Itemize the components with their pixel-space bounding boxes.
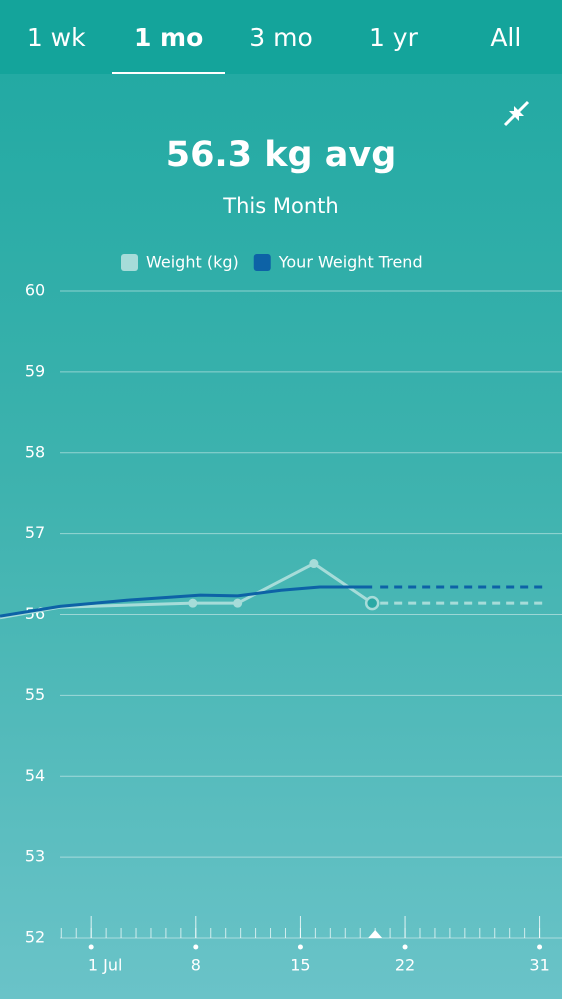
collapse-icon[interactable] (503, 100, 530, 127)
period-label: This Month (223, 194, 339, 218)
x-tick-label: 8 (191, 956, 201, 975)
x-tick-label: 22 (395, 956, 415, 975)
x-tick-dot (537, 944, 543, 950)
range-tab[interactable]: 3 mo (249, 23, 313, 52)
x-tick-dot (88, 944, 94, 950)
x-tick-dot (193, 944, 199, 950)
legend-label: Weight (kg) (146, 253, 239, 272)
data-point (233, 598, 243, 608)
range-tab[interactable]: 1 wk (26, 23, 86, 52)
y-tick-label: 60 (25, 281, 45, 300)
y-tick-label: 55 (25, 685, 45, 704)
y-tick-label: 52 (25, 928, 45, 947)
x-tick-label: 31 (529, 956, 549, 975)
series-line (0, 561, 374, 620)
x-tick-dot (402, 944, 408, 950)
x-tick-dot (297, 944, 303, 950)
y-tick-label: 54 (25, 766, 45, 785)
legend-swatch (121, 254, 138, 271)
x-tick-label: 1 Jul (88, 956, 123, 975)
range-tab[interactable]: All (490, 23, 522, 52)
today-marker (368, 930, 383, 938)
y-tick-label: 57 (25, 523, 45, 542)
x-tick-label: 15 (290, 956, 310, 975)
range-tab[interactable]: 1 yr (368, 23, 418, 52)
y-tick-label: 53 (25, 847, 45, 866)
y-tick-label: 58 (25, 442, 45, 461)
range-tab[interactable]: 1 mo (112, 0, 225, 74)
series-line (0, 585, 373, 618)
y-tick-label: 59 (25, 361, 45, 380)
tab-bar: 1 wk 1 mo 3 mo 1 yr All (0, 0, 562, 74)
data-point (309, 559, 319, 569)
average-value: 56.3 kg avg (165, 135, 397, 175)
legend-label: Your Weight Trend (278, 253, 423, 272)
data-point (188, 598, 198, 608)
legend-swatch (253, 254, 271, 271)
data-point (364, 595, 380, 611)
